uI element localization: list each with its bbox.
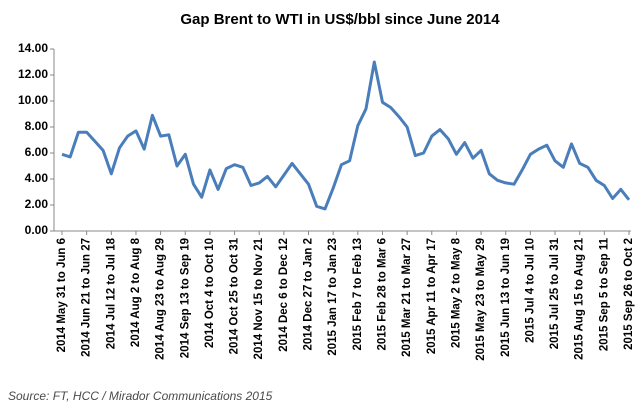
x-tick-label: 2015 Sep 5 to Sep 11 [598,237,610,351]
x-tick-label: 2015 Feb 28 to Mar 6 [377,238,389,351]
y-tick-label: 6.00 [25,145,49,159]
x-tick-label: 2014 Dec 6 to Dec 12 [278,238,290,352]
x-tick-label: 2014 May 31 to Jun 6 [56,238,68,352]
x-tick-label: 2014 Aug 23 to Aug 29 [155,238,167,360]
x-tick-label: 2015 Jan 17 to Jan 23 [327,238,339,356]
x-tick-label: 2015 Jul 4 to Jul 10 [524,238,536,343]
x-tick-label: 2015 Jul 25 to Jul 31 [549,237,561,349]
chart-title: Gap Brent to WTI in US$/bbl since June 2… [180,11,500,28]
x-tick-label: 2014 Oct 4 to Oct 10 [204,238,216,348]
y-tick-label: 12.00 [18,67,48,81]
x-tick-label: 2014 Jun 21 to Jun 27 [81,238,93,357]
data-line [61,60,631,211]
y-tick-label: 10.00 [18,93,48,107]
x-tick-label: 2014 Oct 25 to Oct 31 [229,237,241,354]
y-tick-label: 2.00 [25,197,49,211]
x-tick-label: 2015 Sep 26 to Oct 2 [623,238,635,350]
x-tick-label: 2015 Mar 21 to Mar 27 [401,238,413,357]
x-tick-label: 2015 Jun 13 to Jun 19 [500,238,512,357]
x-tick-label: 2014 Aug 2 to Aug 8 [130,237,142,347]
y-tick-label: 4.00 [25,171,49,185]
y-tick-label: 0.00 [25,223,49,237]
x-tick-label: 2014 Dec 27 to Jan 2 [303,238,315,351]
source-note: Source: FT, HCC / Mirador Communications… [8,389,273,403]
x-tick-label: 2014 Sep 13 to Sep 19 [179,238,191,358]
x-tick-label: 2015 May 23 to May 29 [475,238,487,361]
x-tick-label: 2015 Aug 15 to Aug 21 [574,237,586,359]
y-tick-label: 14.00 [18,41,48,55]
x-tick-label: 2015 May 2 to May 8 [450,237,462,348]
x-tick-label: 2014 Nov 15 to Nov 21 [253,237,265,359]
x-tick-label: 2015 Feb 7 to Feb 13 [352,238,364,351]
y-tick-label: 8.00 [25,119,49,133]
x-tick-label: 2014 Jul 12 to Jul 18 [105,237,117,349]
x-tick-label: 2015 Apr 11 to Apr 17 [426,238,438,354]
